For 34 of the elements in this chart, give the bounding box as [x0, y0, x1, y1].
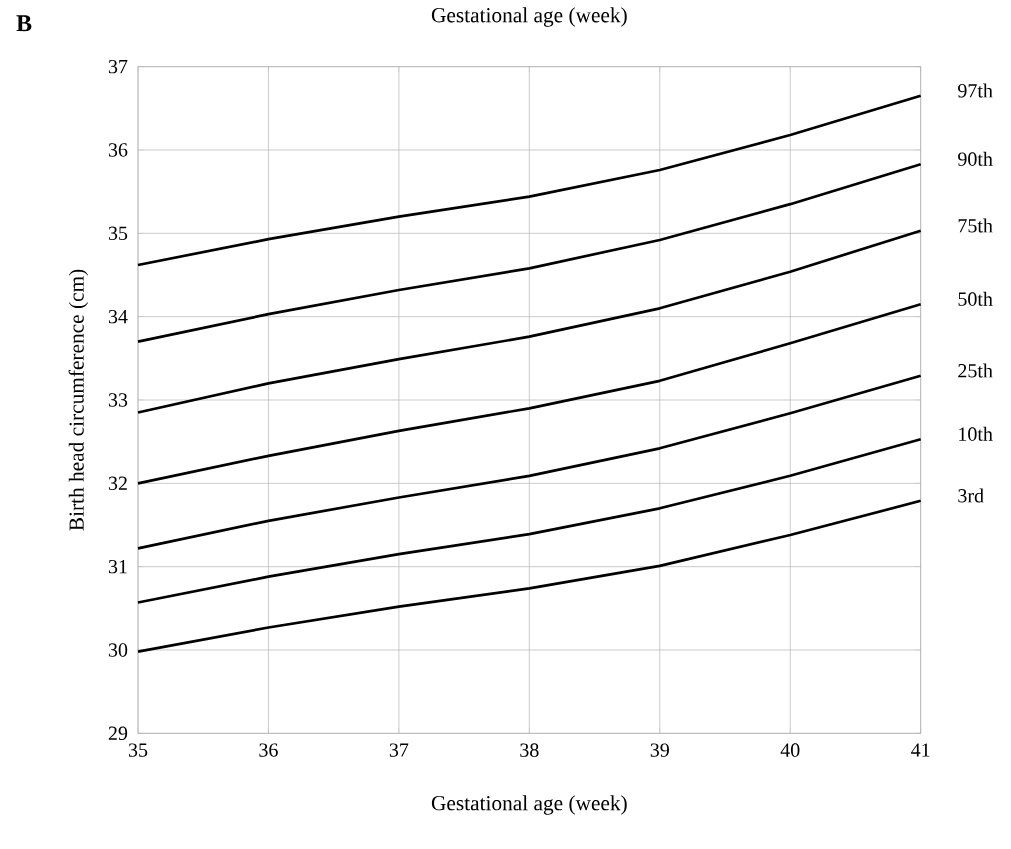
line-series: [136, 162, 923, 343]
x-tick-label: 41: [911, 743, 930, 757]
x-tick-label: 35: [128, 743, 148, 757]
y-tick-label: 29: [108, 726, 128, 740]
line-series: [136, 94, 923, 267]
text: Gestational age (week): [431, 7, 627, 27]
text: B: [16, 15, 32, 31]
x-tick-label: 39: [650, 743, 669, 757]
series-label: 3rd: [958, 488, 984, 503]
line-series: [136, 499, 923, 653]
x-axis-title: Gestational age (week): [431, 795, 627, 815]
line-series: [136, 302, 923, 485]
y-tick-label: 35: [108, 226, 128, 240]
y-tick-label: 32: [108, 476, 127, 490]
x-tick-label: 37: [389, 743, 409, 757]
y-tick-label: 31: [108, 559, 127, 574]
y-tick-label: 37: [108, 59, 128, 74]
series-label: 25th: [958, 363, 993, 378]
y-tick-label: 30: [108, 643, 128, 657]
line-series: [136, 437, 923, 604]
y-tick-label: 34: [108, 309, 128, 324]
line-series: [136, 374, 923, 550]
x-tick-label: 36: [259, 743, 278, 757]
line-series: [136, 229, 923, 414]
series-label: 75th: [958, 218, 993, 233]
series-label: 90th: [958, 151, 993, 166]
y-axis-title: Birth head circumference (cm): [68, 269, 89, 531]
x-tick-label: 40: [780, 743, 800, 757]
x-tick-label: 38: [520, 743, 539, 757]
series-label: 10th: [959, 426, 993, 441]
y-tick-label: 33: [108, 393, 128, 407]
series-label: 50th: [958, 291, 993, 306]
y-tick-label: 36: [108, 143, 128, 157]
series-label: 97th: [958, 83, 993, 98]
